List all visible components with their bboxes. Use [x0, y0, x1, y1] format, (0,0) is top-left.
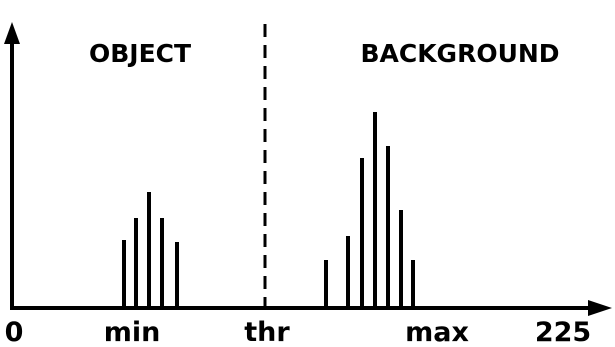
- tick-label-min: min: [104, 317, 161, 347]
- tick-label-end: 225: [535, 317, 591, 347]
- axes: [4, 22, 612, 316]
- histogram-bars: [122, 112, 415, 306]
- tick-label-thr: thr: [244, 317, 290, 347]
- y-axis-arrowhead: [4, 22, 20, 44]
- tick-label-max: max: [405, 317, 469, 347]
- x-axis-arrowhead: [588, 300, 612, 316]
- background-region-label: BACKGROUND: [360, 39, 559, 68]
- tick-label-zero: 0: [5, 317, 24, 347]
- object-region-label: OBJECT: [89, 39, 191, 68]
